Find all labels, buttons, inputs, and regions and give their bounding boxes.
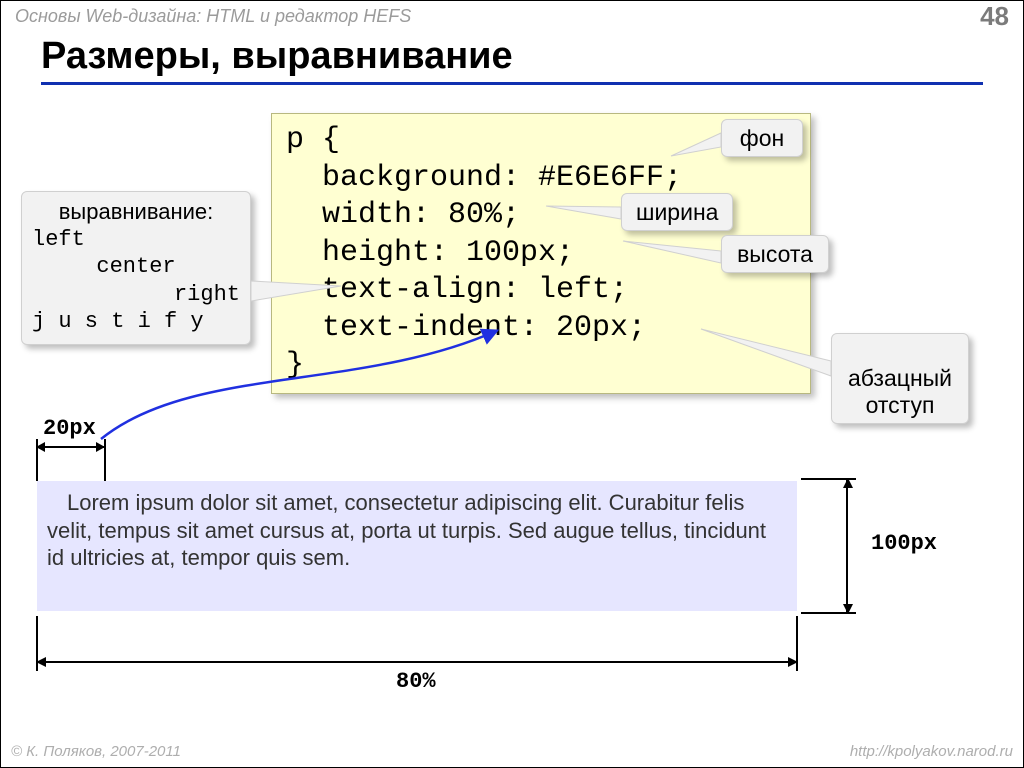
code-line: background: #E6E6FF; <box>286 161 682 195</box>
callout-label: фон <box>740 125 784 151</box>
dim-line-indent <box>37 446 104 448</box>
alignment-title: выравнивание: <box>32 198 240 226</box>
dim-tick <box>796 616 798 671</box>
align-option-justify: j u s t i f y <box>32 308 240 336</box>
dim-tick <box>36 439 38 481</box>
code-line: height: 100px; <box>286 236 574 270</box>
callout-label: высота <box>737 241 813 267</box>
alignment-options-box: выравнивание: left center right j u s t … <box>21 191 251 345</box>
code-line: p { <box>286 123 340 157</box>
dim-tick <box>801 478 856 480</box>
paragraph-demo: Lorem ipsum dolor sit amet, consectetur … <box>37 481 797 611</box>
align-option-center: center <box>32 253 240 281</box>
callout-height: высота <box>721 235 829 273</box>
footer-url: http://kpolyakov.narod.ru <box>850 743 1013 767</box>
footer: © К. Поляков, 2007-2011 http://kpolyakov… <box>1 743 1023 767</box>
dim-tick <box>36 616 38 671</box>
code-line: width: 80%; <box>286 198 520 232</box>
page-title: Размеры, выравнивание <box>41 35 983 85</box>
callout-label: ширина <box>636 199 718 225</box>
slide: { "meta": { "breadcrumb": "Основы Web-ди… <box>0 0 1024 768</box>
dim-line-height <box>846 479 848 613</box>
align-option-right: right <box>32 281 240 309</box>
dim-label-height: 100px <box>871 531 937 556</box>
code-line: } <box>286 348 304 382</box>
dim-label-indent: 20px <box>43 416 96 441</box>
paragraph-demo-text: Lorem ipsum dolor sit amet, consectetur … <box>47 490 766 570</box>
header: Основы Web-дизайна: HTML и редактор HEFS… <box>1 1 1023 31</box>
code-line: text-indent: 20px; <box>286 311 646 345</box>
callout-indent: абзацный отступ <box>831 333 969 424</box>
code-line: text-align: left; <box>286 273 628 307</box>
callout-background: фон <box>721 119 803 157</box>
callout-label: абзацный отступ <box>848 365 952 417</box>
dim-tick <box>104 439 106 481</box>
copyright: © К. Поляков, 2007-2011 <box>11 743 850 767</box>
dim-label-width: 80% <box>396 669 436 694</box>
dim-line-width <box>37 661 797 663</box>
dim-tick <box>801 612 856 614</box>
callout-width: ширина <box>621 193 733 231</box>
align-option-left: left <box>32 226 240 254</box>
breadcrumb: Основы Web-дизайна: HTML и редактор HEFS <box>15 6 980 27</box>
page-number: 48 <box>980 1 1009 32</box>
